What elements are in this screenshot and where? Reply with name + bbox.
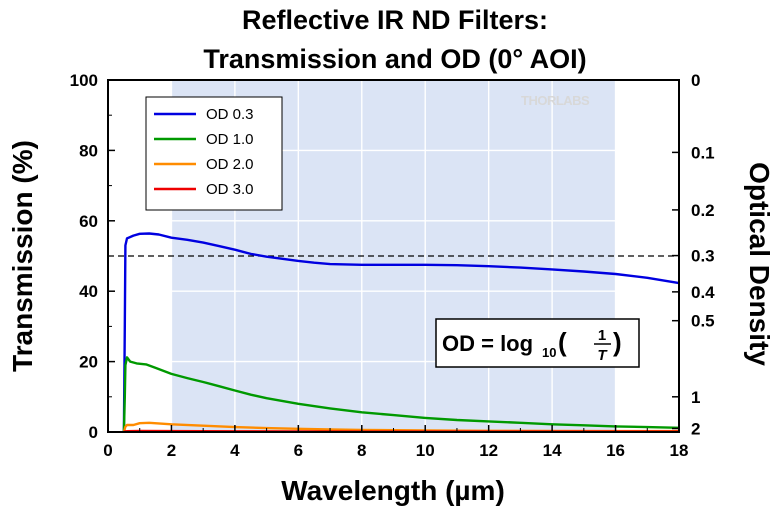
legend-label: OD 2.0 [206, 156, 254, 173]
y2-tick-label: 0.1 [691, 143, 715, 162]
x-tick-label: 0 [103, 441, 112, 460]
x-axis-label: Wavelength (µm) [281, 475, 505, 506]
chart-title-line2: Transmission and OD (0° AOI) [203, 44, 586, 74]
y-tick-label: 100 [70, 71, 98, 90]
y-tick-label: 20 [79, 353, 98, 372]
legend: OD 0.3 OD 1.0 OD 2.0 OD 3.0 [145, 96, 283, 211]
x-tick-label: 2 [167, 441, 176, 460]
formula-close-paren: ) [613, 327, 622, 357]
x-tick-label: 6 [294, 441, 303, 460]
x-tick-label: 18 [670, 441, 689, 460]
y2-tick-label: 0.2 [691, 201, 715, 220]
y2-axis-label: Optical Density [744, 162, 775, 366]
series-line-od-0-3 [122, 232, 680, 433]
y2-tick-label: 1 [691, 388, 700, 407]
y-tick-label: 60 [79, 212, 98, 231]
y-axis-label: Transmission (%) [7, 140, 38, 372]
formula-box: OD = log 10 ( 1 T ) [435, 318, 640, 368]
x-tick-label: 12 [479, 441, 498, 460]
x-tick-label: 10 [416, 441, 435, 460]
formula-open-paren: ( [558, 327, 567, 357]
y2-tick-label: 0.5 [691, 312, 715, 331]
formula-numerator: 1 [598, 327, 606, 344]
y-tick-label: 80 [79, 141, 98, 160]
y2-tick-label: 2 [691, 419, 700, 438]
x-tick-label: 14 [543, 441, 562, 460]
x-tick-label: 4 [230, 441, 240, 460]
y-tick-label: 40 [79, 282, 98, 301]
series-line-od-1-0 [122, 356, 680, 433]
x-tick-label: 8 [357, 441, 366, 460]
y2-tick-label: 0 [691, 71, 700, 90]
x-tick-label: 16 [606, 441, 625, 460]
formula-denominator: T [597, 347, 608, 364]
y2-tick-label: 0.4 [691, 283, 715, 302]
y-tick-label: 0 [89, 423, 98, 442]
y2-tick-label: 0.3 [691, 247, 715, 266]
formula-frame [435, 318, 640, 368]
legend-label: OD 0.3 [206, 106, 254, 123]
legend-box [145, 96, 283, 211]
chart-title-line1: Reflective IR ND Filters: [242, 5, 548, 35]
formula-lhs: OD = log [442, 331, 533, 356]
legend-label: OD 1.0 [206, 131, 254, 148]
formula-subscript: 10 [542, 345, 556, 360]
legend-label: OD 3.0 [206, 181, 254, 198]
watermark: THORLABS [521, 93, 590, 108]
